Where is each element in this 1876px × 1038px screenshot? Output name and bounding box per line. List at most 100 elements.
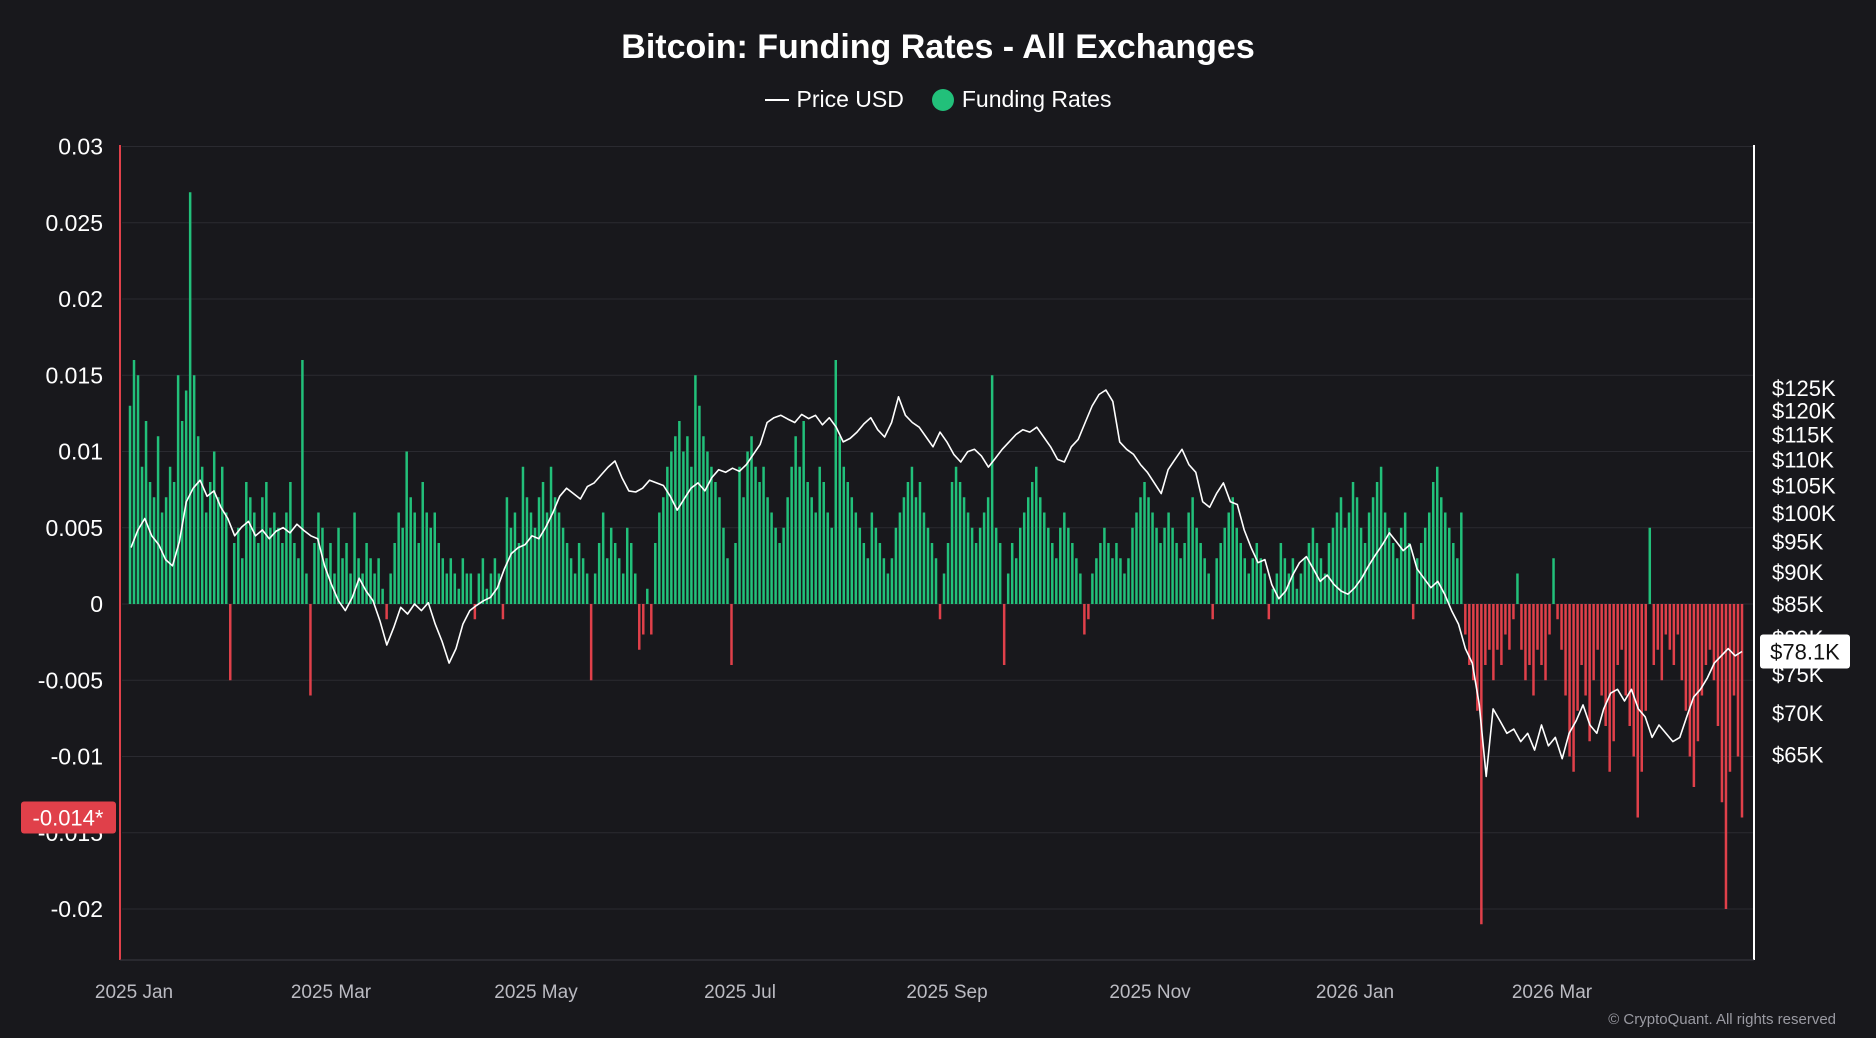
funding-bar (714, 482, 717, 604)
funding-bar (1636, 604, 1639, 818)
funding-bar (1584, 604, 1587, 696)
funding-bar (449, 558, 453, 604)
funding-bar (938, 604, 942, 620)
y-left-tick-label: 0.025 (45, 210, 103, 236)
y-right-tick-label: $100K (1772, 501, 1836, 526)
funding-bar (1375, 482, 1379, 604)
funding-bar (1075, 558, 1078, 604)
funding-bar (617, 558, 621, 604)
funding-bar (1496, 604, 1499, 650)
funding-bar (533, 527, 537, 604)
funding-bar (790, 466, 793, 604)
funding-bar (650, 604, 653, 635)
funding-bar (1147, 497, 1150, 604)
legend-item-price[interactable]: Price USD (764, 86, 904, 113)
x-tick-label: 2025 Nov (1109, 982, 1191, 1003)
funding-bar (1263, 573, 1267, 604)
funding-bar (1335, 512, 1339, 604)
funding-bar (654, 543, 657, 604)
funding-bar (1211, 604, 1214, 620)
funding-bar (525, 497, 529, 604)
funding-bar (1255, 543, 1259, 604)
x-tick-label: 2026 Jan (1316, 982, 1394, 1003)
x-tick-label: 2025 Sep (906, 982, 987, 1003)
y-right-tick-label: $120K (1772, 399, 1836, 424)
funding-bar (1099, 543, 1102, 604)
funding-bar (184, 390, 188, 604)
legend-item-funding[interactable]: Funding Rates (931, 86, 1111, 113)
funding-bar (1580, 604, 1583, 665)
funding-bar (465, 573, 469, 604)
gridlines (122, 146, 1753, 910)
funding-bar (1307, 543, 1311, 604)
watermark: © CryptoQuant. All rights reserved (1608, 1011, 1836, 1028)
funding-bar (493, 558, 497, 604)
funding-bar (898, 512, 902, 604)
funding-bar (646, 588, 649, 604)
funding-bar (1379, 466, 1383, 604)
funding-bar (1247, 573, 1251, 604)
funding-bar (253, 512, 256, 604)
funding-bar (1195, 527, 1198, 604)
funding-bar (285, 512, 288, 604)
funding-bar (1175, 543, 1178, 604)
funding-bar (698, 405, 701, 604)
funding-bar (621, 573, 625, 604)
x-tick-label: 2026 Mar (1512, 982, 1593, 1003)
funding-bar (1235, 527, 1238, 604)
funding-bar (393, 543, 396, 604)
funding-bar (241, 558, 244, 604)
funding-bar (1524, 604, 1527, 681)
funding-bar (1672, 604, 1676, 665)
funding-bar (762, 466, 765, 604)
funding-bar (1351, 482, 1355, 604)
funding-bar (1644, 604, 1648, 711)
funding-bar (754, 466, 757, 604)
funding-bar (1031, 482, 1034, 604)
funding-bar (994, 527, 998, 604)
x-tick-label: 2025 Jul (704, 982, 776, 1003)
y-right-tick-label: $105K (1772, 474, 1836, 499)
funding-bar (1548, 604, 1551, 635)
funding-bar (786, 497, 789, 604)
y-right-tick-label: $95K (1772, 530, 1824, 555)
funding-bar (1680, 604, 1684, 681)
funding-bar (313, 543, 316, 604)
funding-bar (204, 512, 208, 604)
funding-bar (1251, 558, 1255, 604)
funding-bar (225, 512, 228, 604)
funding-bar (333, 573, 336, 604)
funding-bar (1676, 604, 1680, 635)
funding-bar (814, 512, 817, 604)
funding-bar (144, 421, 148, 604)
funding-bar (1596, 604, 1599, 650)
funding-bar (1608, 604, 1611, 772)
y-left-tick-label: 0.01 (58, 439, 103, 465)
funding-bar (1640, 604, 1643, 772)
funding-bar (277, 527, 280, 604)
y-right-tick-label: $85K (1772, 592, 1824, 617)
funding-bar (1359, 527, 1363, 604)
funding-bar (585, 573, 589, 604)
funding-bar (630, 543, 633, 604)
funding-bar (385, 604, 388, 620)
legend-price-label: Price USD (796, 86, 904, 112)
funding-bar (1187, 512, 1190, 604)
funding-bar (1043, 512, 1046, 604)
funding-bar (132, 360, 136, 604)
funding-bar (581, 558, 585, 604)
funding-bar (529, 512, 533, 604)
funding-bar (1436, 466, 1439, 604)
funding-bar (1111, 558, 1114, 604)
funding-bar (1407, 543, 1411, 604)
funding-bar (489, 573, 493, 604)
funding-bar (325, 558, 328, 604)
funding-bar (545, 512, 549, 604)
funding-bar (1243, 558, 1247, 604)
funding-bar (1648, 527, 1652, 604)
funding-bar (1079, 573, 1082, 604)
funding-bar (718, 497, 721, 604)
value-badges: -0.014* $78.1K (21, 634, 1850, 834)
funding-bar (1476, 604, 1479, 711)
funding-bar (168, 466, 172, 604)
